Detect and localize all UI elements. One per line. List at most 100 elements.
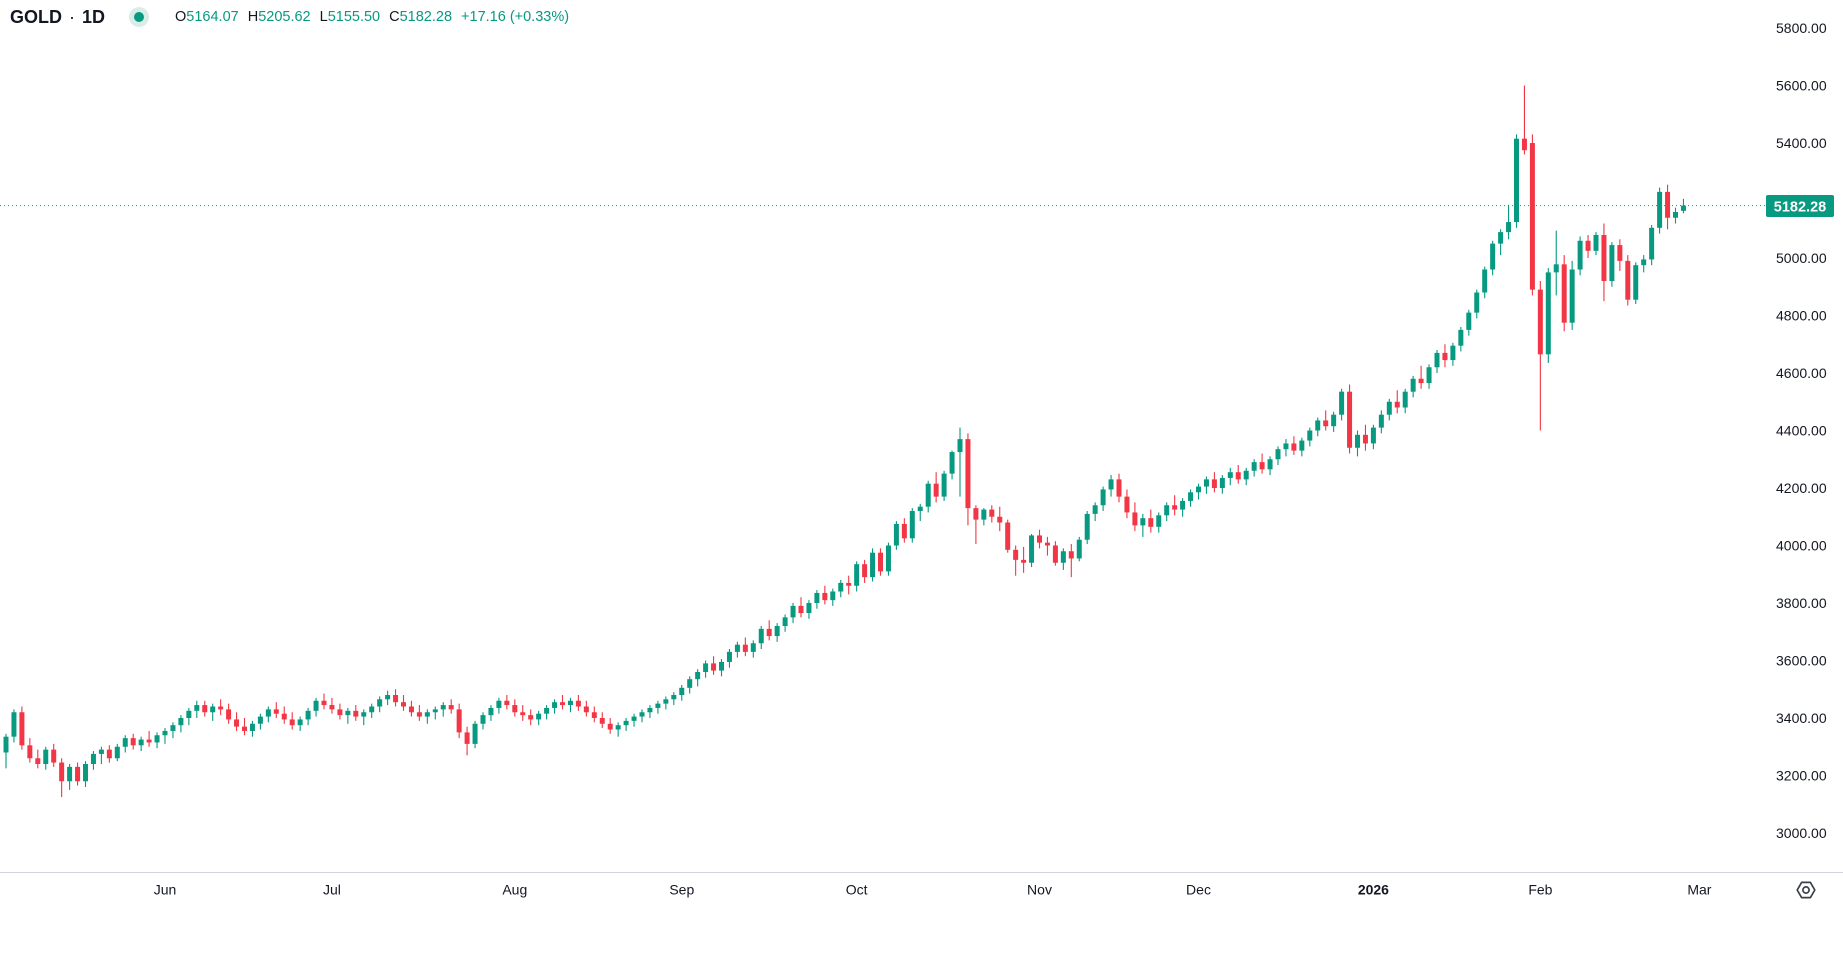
price-axis[interactable]: 5800.00 5600.00 5400.00 5000.00 4800.00 4600.… (1766, 20, 1834, 841)
candle-body (1132, 512, 1138, 526)
candle (305, 707, 311, 726)
price-badge (1766, 195, 1834, 217)
candle (1490, 240, 1496, 276)
symbol-name[interactable]: GOLD (10, 6, 62, 27)
candle-body (440, 705, 446, 710)
candle-body (488, 707, 494, 716)
candle (464, 726, 470, 756)
candle (1362, 424, 1368, 451)
candle-body (162, 730, 168, 736)
candle-body (130, 738, 136, 746)
gear-circle (1802, 886, 1810, 894)
candle-body (615, 725, 621, 730)
candle (1537, 281, 1543, 431)
candle (599, 712, 605, 729)
candle-body (218, 706, 224, 710)
chart-legend: GOLD · 1D O5164.07 H5205.62 L5155.50 C51… (10, 0, 569, 34)
candle-body (1124, 496, 1130, 513)
candle (1545, 268, 1551, 363)
candle (544, 705, 550, 720)
candle (639, 709, 645, 723)
candle (1084, 511, 1090, 545)
candle (83, 761, 88, 787)
candle (925, 480, 931, 513)
candle (631, 713, 637, 727)
candle (249, 720, 255, 737)
candle (353, 705, 359, 721)
candle-body (416, 712, 422, 717)
price-tick-label: 3600.00 (1776, 653, 1827, 669)
candle-body (989, 509, 995, 517)
candle-body (1029, 535, 1035, 563)
candle (11, 709, 17, 743)
candle-body (520, 712, 526, 716)
candle-wick (164, 728, 166, 744)
candle (186, 707, 192, 726)
candle (1355, 430, 1360, 457)
candle (695, 669, 701, 687)
candle-body (1545, 272, 1551, 355)
candle-body (273, 709, 279, 714)
candle (687, 676, 693, 694)
candle-body (981, 509, 987, 520)
candle-body (830, 591, 836, 601)
candle (734, 641, 740, 658)
candle (1323, 410, 1329, 431)
interval-label[interactable]: 1D (82, 6, 106, 27)
candle-body (1052, 545, 1058, 563)
candle-body (1466, 312, 1472, 330)
candle-body (1251, 462, 1257, 471)
candle (711, 656, 717, 675)
candle-body (226, 709, 232, 720)
gear-icon[interactable] (1796, 881, 1816, 899)
ohlc-legend: O5164.07 H5205.62 L5155.50 C5182.28 +17.… (175, 9, 569, 25)
candle (901, 518, 907, 543)
candle-body (1370, 427, 1376, 444)
candle-body (178, 718, 184, 726)
candle-body (1005, 522, 1011, 550)
symbol-title[interactable]: GOLD · 1D (10, 7, 105, 28)
candle (257, 713, 263, 730)
candle-body (1657, 191, 1663, 228)
candle-body (798, 605, 804, 614)
candle (1172, 495, 1178, 516)
candle-body (846, 582, 852, 586)
candle (814, 590, 820, 609)
candle (1044, 536, 1050, 556)
candle (1140, 513, 1146, 537)
candle-body (655, 703, 661, 708)
candle (1283, 439, 1289, 457)
candle-body (1060, 551, 1066, 563)
candle-body (194, 705, 200, 711)
candle-body (67, 766, 73, 782)
candle (1196, 483, 1201, 500)
candle-body (393, 695, 399, 703)
candle (1410, 375, 1416, 398)
candle (1474, 289, 1480, 319)
candle (1235, 465, 1241, 484)
candle-body (210, 706, 216, 713)
candle (130, 733, 136, 750)
high-value: H5205.62 (247, 9, 311, 25)
candle (226, 703, 232, 724)
candle-wick (434, 706, 436, 720)
candle (90, 751, 96, 770)
candle-body (170, 725, 176, 731)
price-tick-label: 4000.00 (1776, 538, 1827, 554)
candle-body (464, 732, 470, 744)
candle (830, 588, 836, 606)
candle (1021, 546, 1027, 573)
candle (377, 696, 383, 713)
candle (281, 706, 287, 724)
candle-body (885, 545, 891, 572)
candle (19, 706, 25, 750)
candle (552, 699, 558, 714)
candle (719, 659, 724, 677)
candle (528, 709, 534, 726)
candle-body (154, 735, 160, 743)
candle (488, 705, 494, 721)
time-axis[interactable]: Jun Jul Aug Sep Oct Nov Dec 2026 Feb Mar (0, 872, 1843, 898)
candle-body (1680, 205, 1686, 211)
